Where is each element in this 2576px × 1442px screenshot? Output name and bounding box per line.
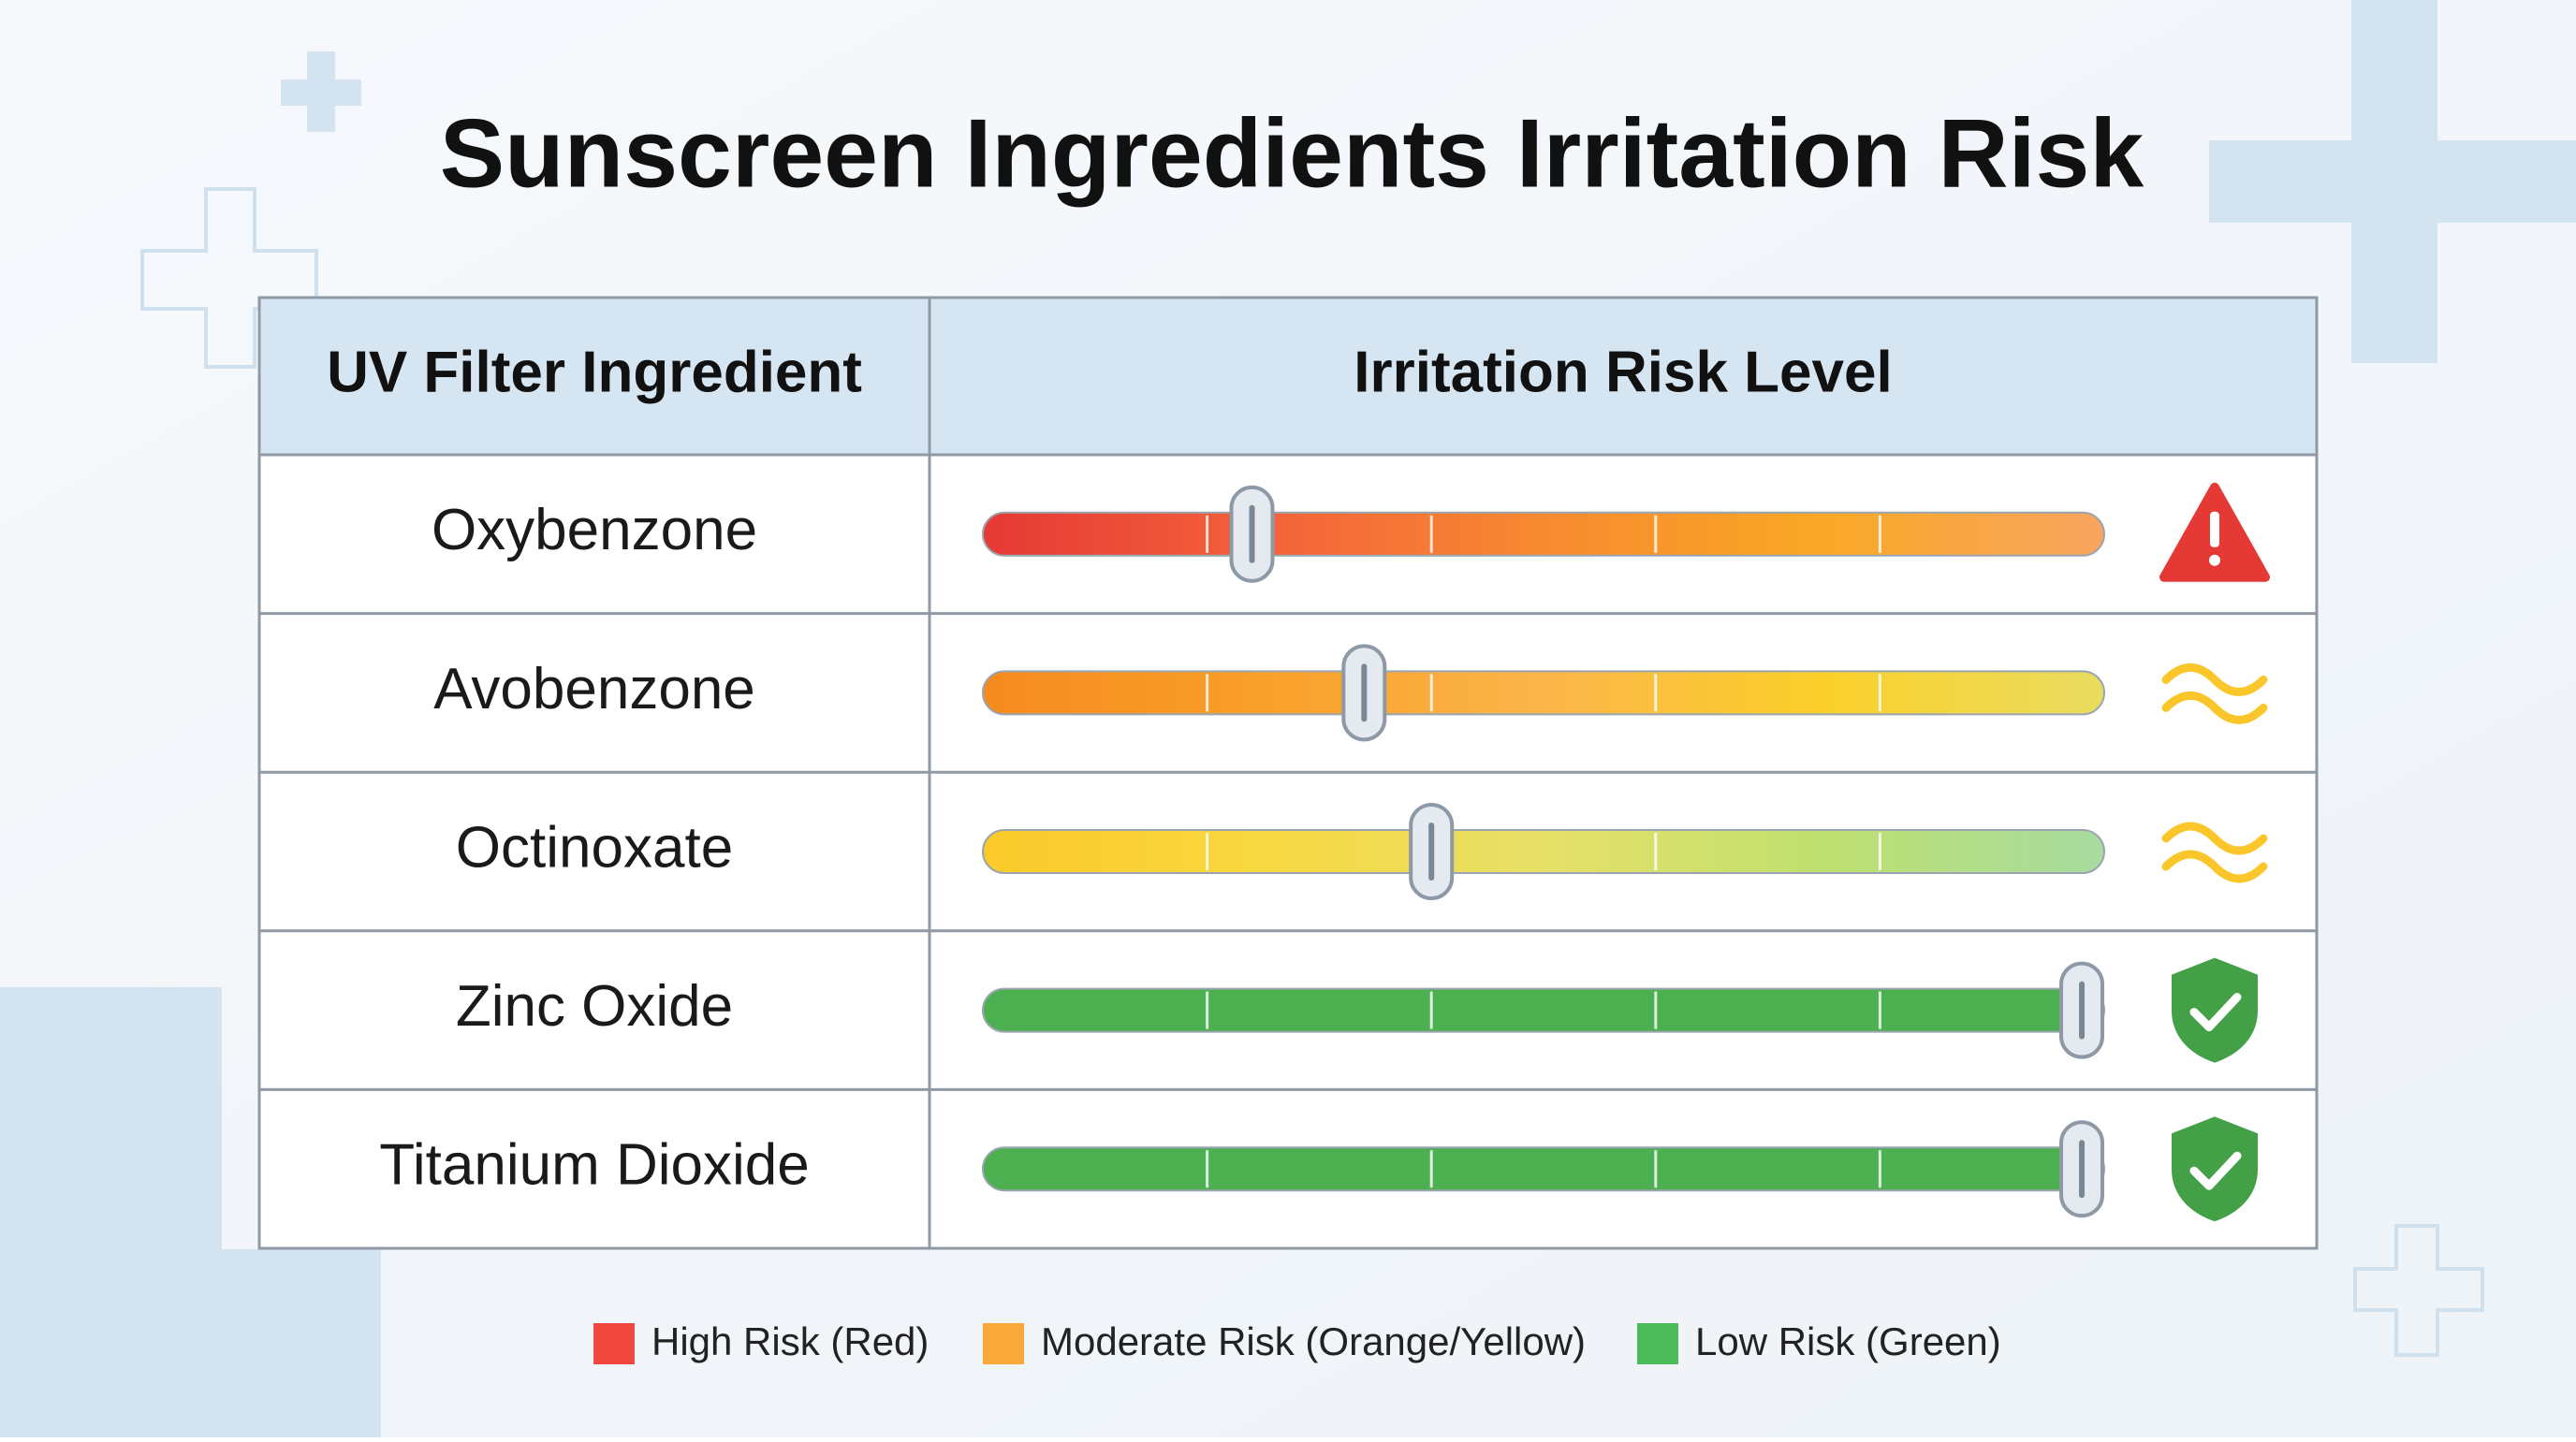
icon-check: [2189, 993, 2242, 1032]
icon-warning-mark: [2210, 511, 2219, 547]
slider-track: [982, 511, 2105, 557]
header-cell: UV Filter Ingredient: [327, 340, 862, 404]
header-cell: Irritation Risk Level: [1354, 340, 1892, 404]
icon-wave: [2161, 850, 2268, 883]
table: UV Filter Ingredient Irritation Risk Leve…: [257, 296, 2319, 1250]
icon-wave: [2161, 663, 2268, 696]
icon-warning-dot: [2209, 554, 2220, 566]
slider-track: [982, 670, 2105, 716]
legend-swatch: [983, 1323, 1024, 1364]
ingredient-name: Avobenzone: [433, 657, 755, 721]
slider-track: [982, 1146, 2105, 1192]
table-header-bg: [259, 298, 2317, 455]
legend: High Risk (Red) Moderate Risk (Orange/Yel…: [593, 1319, 2001, 1364]
legend-swatch: [593, 1323, 635, 1364]
legend-label: Moderate Risk (Orange/Yellow): [1041, 1319, 1586, 1363]
legend-swatch: [1637, 1323, 1678, 1364]
icon-wave: [2161, 822, 2268, 855]
legend-label: Low Risk (Green): [1695, 1319, 2001, 1363]
legend-label: High Risk (Red): [651, 1319, 929, 1363]
title: Sunscreen Ingredients Irritation Risk: [440, 99, 2144, 208]
decorations-outline: [140, 187, 2484, 1357]
icon-wave: [2161, 692, 2268, 724]
ingredient-name: Octinoxate: [456, 815, 733, 880]
slider-track: [982, 987, 2105, 1033]
icon-check: [2189, 1151, 2242, 1190]
icon-shield: [2172, 957, 2258, 1063]
ingredient-name: Titanium Dioxide: [379, 1133, 809, 1198]
icon-shield: [2172, 1116, 2258, 1222]
slider-track: [982, 829, 2105, 874]
ingredient-name: Oxybenzone: [432, 498, 757, 562]
ingredient-name: Zinc Oxide: [456, 974, 733, 1039]
